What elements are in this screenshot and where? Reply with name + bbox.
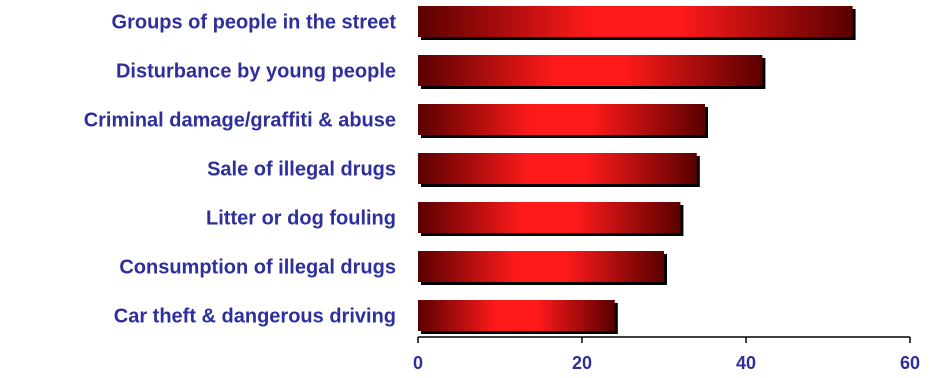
- category-label: Groups of people in the street: [112, 12, 397, 34]
- bar-6: [418, 251, 664, 282]
- category-label: Consumption of illegal drugs: [119, 257, 396, 279]
- category-label: Litter or dog fouling: [206, 208, 396, 230]
- bar-1: [418, 6, 853, 37]
- bar-7: [418, 300, 615, 331]
- bar-5: [418, 202, 681, 233]
- x-tick-label: 20: [572, 353, 592, 373]
- category-labels: Groups of people in the street Disturbanc…: [84, 12, 397, 328]
- category-label: Car theft & dangerous driving: [114, 306, 396, 328]
- category-label: Disturbance by young people: [116, 61, 396, 83]
- bars-group: [418, 6, 856, 334]
- bar-2: [418, 55, 763, 86]
- x-tick-label: 40: [736, 353, 756, 373]
- bar-3: [418, 104, 705, 135]
- category-label: Criminal damage/graffiti & abuse: [84, 110, 396, 132]
- x-tick-label: 60: [900, 353, 920, 373]
- category-label: Sale of illegal drugs: [207, 159, 396, 181]
- bar-4: [418, 153, 697, 184]
- x-tick-label: 0: [413, 353, 423, 373]
- x-axis: 0 20 40 60: [413, 336, 920, 373]
